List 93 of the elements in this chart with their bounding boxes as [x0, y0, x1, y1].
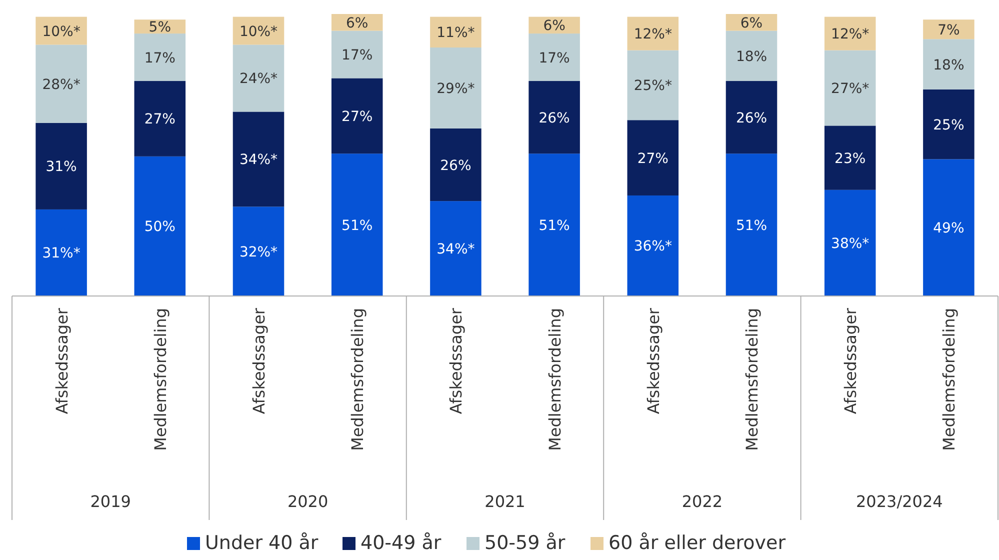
- bar: [430, 16, 482, 48]
- data-label: 5%: [148, 20, 172, 36]
- bar: [726, 154, 778, 296]
- legend-label: Under 40 år: [205, 532, 318, 554]
- data-label: 23%: [834, 150, 866, 167]
- bar: [36, 122, 87, 210]
- data-label: 25%: [933, 117, 964, 134]
- bar: [36, 44, 87, 123]
- bar: [627, 195, 679, 296]
- data-label: 6%: [740, 15, 763, 32]
- x-tick-label: Medlemsfordeling: [348, 308, 368, 451]
- data-label: 31%: [46, 159, 77, 176]
- data-label: 36%*: [634, 238, 672, 255]
- legend-label: 60 år eller derover: [608, 532, 786, 554]
- bar: [627, 120, 679, 196]
- text: 2022: [682, 492, 723, 511]
- bar: [726, 30, 778, 82]
- data-label: 51%: [538, 218, 570, 234]
- bar: [528, 34, 580, 82]
- bar: [923, 39, 974, 90]
- data-label: 18%: [736, 48, 768, 65]
- data-label: 24%*: [239, 71, 278, 88]
- bar: [824, 126, 876, 190]
- x-tick-label: Afskedssager: [250, 308, 268, 414]
- data-label: 49%: [933, 220, 964, 237]
- bar: [528, 154, 580, 296]
- x-tick-label: Medlemsfordeling: [545, 308, 564, 451]
- bar: [923, 159, 974, 296]
- data-label: 26%: [736, 110, 768, 126]
- x-tick-label: Medlemsfordeling: [150, 308, 170, 451]
- bar: [824, 16, 876, 50]
- data-label: 12%*: [831, 26, 870, 43]
- data-label: 51%: [736, 218, 768, 234]
- bar: [824, 190, 876, 296]
- data-label: 51%: [342, 218, 373, 234]
- bar: [430, 128, 482, 202]
- bar: [232, 44, 284, 112]
- text: 2020: [287, 492, 328, 511]
- data-label: 18%: [933, 57, 964, 74]
- bar: [331, 154, 383, 296]
- data-label: 10%*: [239, 24, 278, 40]
- data-label: 6%: [346, 15, 368, 32]
- text: 2019: [90, 492, 131, 511]
- data-label: 17%: [144, 50, 176, 66]
- bar: [134, 81, 186, 156]
- data-label: 27%: [342, 108, 373, 125]
- bar: [430, 48, 482, 128]
- bar: [232, 112, 284, 207]
- legend-label: 50-59 år: [484, 532, 566, 554]
- bar: [923, 20, 974, 40]
- data-label: 27%: [637, 150, 668, 167]
- data-label: 11%*: [436, 25, 475, 42]
- bar: [331, 30, 383, 78]
- data-label: 27%: [144, 112, 176, 128]
- data-label: 34%*: [436, 242, 475, 258]
- data-label: 32%*: [239, 244, 278, 260]
- bar: [528, 81, 580, 154]
- data-label: 17%: [342, 47, 373, 64]
- data-label: 50%: [144, 219, 176, 236]
- data-label: 27%*: [831, 80, 870, 97]
- legend-label: 40-49 år: [360, 532, 442, 554]
- data-label: 29%*: [436, 80, 475, 97]
- data-label: 10%*: [42, 24, 80, 40]
- data-label: 25%*: [634, 78, 672, 94]
- data-label: 6%: [543, 18, 566, 34]
- bar: [36, 209, 87, 296]
- text: 2021: [484, 492, 526, 511]
- data-label: 34%*: [239, 152, 278, 168]
- bar: [134, 34, 186, 82]
- x-tick-label: Afskedssager: [841, 308, 860, 414]
- data-label: 26%: [538, 110, 570, 126]
- bar: [824, 50, 876, 126]
- data-label: 7%: [938, 22, 960, 38]
- bar: [430, 201, 482, 296]
- data-label: 26%: [440, 158, 472, 174]
- bar: [627, 16, 679, 50]
- bar: [627, 50, 679, 120]
- data-label: 28%*: [42, 76, 80, 93]
- bar: [134, 156, 186, 296]
- bar: [331, 78, 383, 154]
- data-label: 31%*: [42, 246, 80, 262]
- x-tick-label: Afskedssager: [446, 308, 466, 414]
- x-tick-label: Afskedssager: [52, 308, 72, 414]
- x-tick-label: Medlemsfordeling: [940, 308, 959, 451]
- data-label: 17%: [538, 50, 570, 66]
- data-label: 12%*: [634, 26, 672, 43]
- text: 2023/2024: [856, 492, 943, 511]
- bar: [726, 81, 778, 154]
- bar: [232, 206, 284, 296]
- x-tick-label: Medlemsfordeling: [742, 308, 762, 451]
- x-tick-label: Afskedssager: [644, 308, 663, 414]
- data-label: 38%*: [831, 236, 870, 252]
- bar: [923, 89, 974, 160]
